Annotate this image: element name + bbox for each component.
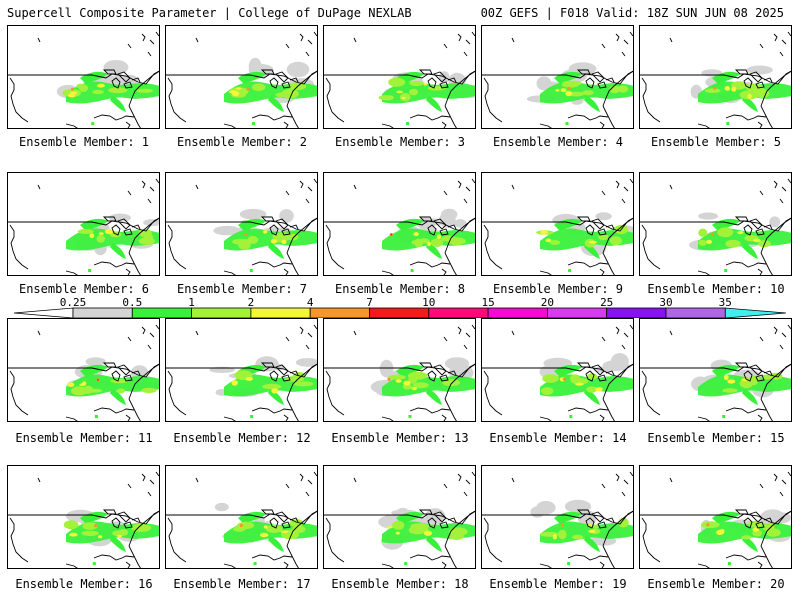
map-panel-3 bbox=[323, 25, 476, 129]
color-scale-bar bbox=[14, 307, 786, 318]
ensemble-map bbox=[640, 178, 791, 275]
colorbar-segment bbox=[428, 307, 489, 318]
colorbar-tick-label: 15 bbox=[481, 296, 495, 309]
ensemble-map bbox=[8, 324, 159, 421]
colorbar-tick-label: 20 bbox=[540, 296, 555, 309]
colorbar-over-arrow bbox=[724, 307, 786, 318]
colorbar-segment bbox=[606, 307, 667, 318]
ensemble-map bbox=[166, 471, 317, 568]
panel-label: Ensemble Member: 13 bbox=[331, 431, 469, 445]
colorbar-segment bbox=[72, 307, 133, 318]
map-panel-4 bbox=[481, 25, 634, 129]
colorbar-tick-label: 7 bbox=[366, 296, 373, 309]
map-panel-12 bbox=[165, 318, 318, 422]
panel-label: Ensemble Member: 20 bbox=[647, 577, 785, 591]
colorbar-tick-label: 0.25 bbox=[59, 296, 87, 309]
ensemble-map bbox=[640, 324, 791, 421]
colorbar-segment bbox=[369, 307, 430, 318]
colorbar-tick-label: 10 bbox=[422, 296, 436, 309]
map-panel-18 bbox=[323, 465, 476, 569]
ensemble-map bbox=[166, 324, 317, 421]
map-panel-5 bbox=[639, 25, 792, 129]
panel-label: Ensemble Member: 8 bbox=[334, 282, 466, 296]
ensemble-map bbox=[8, 471, 159, 568]
header-valid-time: 00Z GEFS | F018 Valid: 18Z SUN JUN 08 20… bbox=[480, 6, 784, 20]
map-panel-15 bbox=[639, 318, 792, 422]
ensemble-map bbox=[324, 471, 475, 568]
ensemble-map bbox=[482, 471, 633, 568]
panel-label: Ensemble Member: 1 bbox=[18, 135, 150, 149]
map-panel-14 bbox=[481, 318, 634, 422]
colorbar-segment bbox=[547, 307, 608, 318]
panel-label: Ensemble Member: 7 bbox=[176, 282, 308, 296]
map-panel-7 bbox=[165, 172, 318, 276]
colorbar-tick-label: 0.5 bbox=[122, 296, 143, 309]
ensemble-map bbox=[8, 31, 159, 128]
colorbar-tick-label: 25 bbox=[600, 296, 614, 309]
ensemble-map bbox=[640, 471, 791, 568]
panel-label: Ensemble Member: 16 bbox=[15, 577, 153, 591]
panel-label: Ensemble Member: 17 bbox=[173, 577, 311, 591]
map-panel-19 bbox=[481, 465, 634, 569]
panel-label: Ensemble Member: 6 bbox=[18, 282, 150, 296]
colorbar-tick-label: 30 bbox=[659, 296, 673, 309]
colorbar-segment bbox=[309, 307, 370, 318]
map-panel-10 bbox=[639, 172, 792, 276]
colorbar-segment bbox=[191, 307, 252, 318]
map-panel-2 bbox=[165, 25, 318, 129]
ensemble-map bbox=[482, 31, 633, 128]
panel-label: Ensemble Member: 11 bbox=[15, 431, 153, 445]
panel-label: Ensemble Member: 18 bbox=[331, 577, 469, 591]
panel-label: Ensemble Member: 3 bbox=[334, 135, 466, 149]
map-panel-6 bbox=[7, 172, 160, 276]
map-panel-17 bbox=[165, 465, 318, 569]
colorbar-segment bbox=[131, 307, 193, 318]
map-panel-16 bbox=[7, 465, 160, 569]
panel-label: Ensemble Member: 10 bbox=[647, 282, 785, 296]
ensemble-map bbox=[324, 178, 475, 275]
ensemble-map bbox=[640, 31, 791, 128]
map-panel-9 bbox=[481, 172, 634, 276]
colorbar-tick-label: 1 bbox=[188, 296, 195, 309]
colorbar-segment bbox=[487, 307, 548, 318]
ensemble-map bbox=[8, 178, 159, 275]
colorbar-tick-label: 4 bbox=[306, 296, 314, 309]
ensemble-map bbox=[166, 31, 317, 128]
ensemble-map bbox=[324, 31, 475, 128]
colorbar-under-arrow bbox=[14, 307, 74, 318]
colorbar-segment bbox=[250, 307, 311, 318]
panel-label: Ensemble Member: 4 bbox=[492, 135, 624, 149]
panel-label: Ensemble Member: 9 bbox=[492, 282, 624, 296]
panel-label: Ensemble Member: 12 bbox=[173, 431, 311, 445]
panel-label: Ensemble Member: 15 bbox=[647, 431, 785, 445]
colorbar-tick-label: 35 bbox=[718, 296, 732, 309]
map-panel-1 bbox=[7, 25, 160, 129]
map-panel-8 bbox=[323, 172, 476, 276]
ensemble-map bbox=[482, 178, 633, 275]
colorbar-segment bbox=[665, 307, 726, 318]
ensemble-map bbox=[166, 178, 317, 275]
panel-label: Ensemble Member: 19 bbox=[489, 577, 627, 591]
panel-label: Ensemble Member: 2 bbox=[176, 135, 308, 149]
colorbar-tick-label: 2 bbox=[247, 296, 255, 309]
map-panel-20 bbox=[639, 465, 792, 569]
map-panel-13 bbox=[323, 318, 476, 422]
panel-label: Ensemble Member: 14 bbox=[489, 431, 627, 445]
ensemble-map bbox=[482, 324, 633, 421]
header-title: Supercell Composite Parameter | College … bbox=[7, 6, 412, 20]
map-panel-11 bbox=[7, 318, 160, 422]
ensemble-map bbox=[324, 324, 475, 421]
panel-label: Ensemble Member: 5 bbox=[650, 135, 782, 149]
